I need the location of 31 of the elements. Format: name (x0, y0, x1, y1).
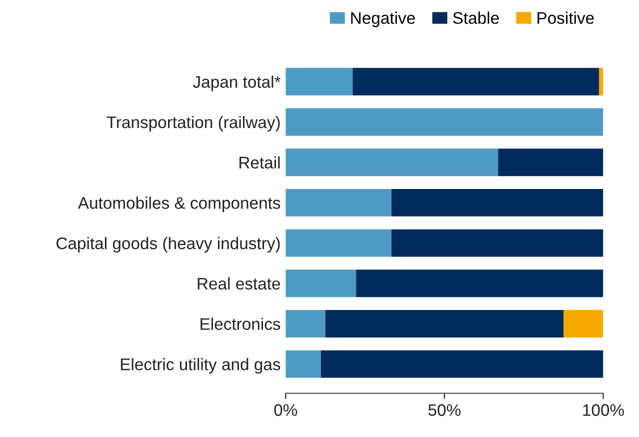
bar (564, 310, 604, 338)
y-tick-label: Real estate (198, 277, 280, 290)
bar (325, 310, 564, 338)
x-tick-label: 50% (428, 404, 461, 416)
bar (286, 310, 326, 338)
y-tick-label: Japan total* (193, 76, 281, 92)
bar (286, 108, 604, 136)
y-tick-label: Electric utility and gas (120, 358, 280, 374)
bar (286, 68, 353, 96)
bar (320, 350, 604, 378)
bar (356, 270, 604, 298)
y-tick-label: Capital goods (heavy industry) (56, 237, 280, 253)
bar (286, 350, 321, 378)
x-tick-label: 0% (274, 404, 298, 416)
legend-label: Stable (453, 12, 499, 24)
bar (498, 148, 604, 176)
bar (286, 148, 498, 176)
legend-label: Positive (538, 12, 594, 24)
bar (286, 229, 392, 257)
bar (352, 68, 600, 96)
y-tick-label: Retail (240, 156, 280, 169)
y-tick-label: Electronics (200, 318, 280, 330)
x-tick-label: 100% (583, 404, 624, 416)
bar (286, 270, 356, 298)
y-tick-label: Transportation (railway) (106, 116, 280, 132)
legend-label: Negative (351, 12, 415, 28)
bar (599, 68, 604, 96)
bar (286, 188, 392, 216)
bar (391, 188, 604, 216)
y-tick-label: Automobiles & components (78, 196, 280, 212)
bar (391, 229, 604, 257)
